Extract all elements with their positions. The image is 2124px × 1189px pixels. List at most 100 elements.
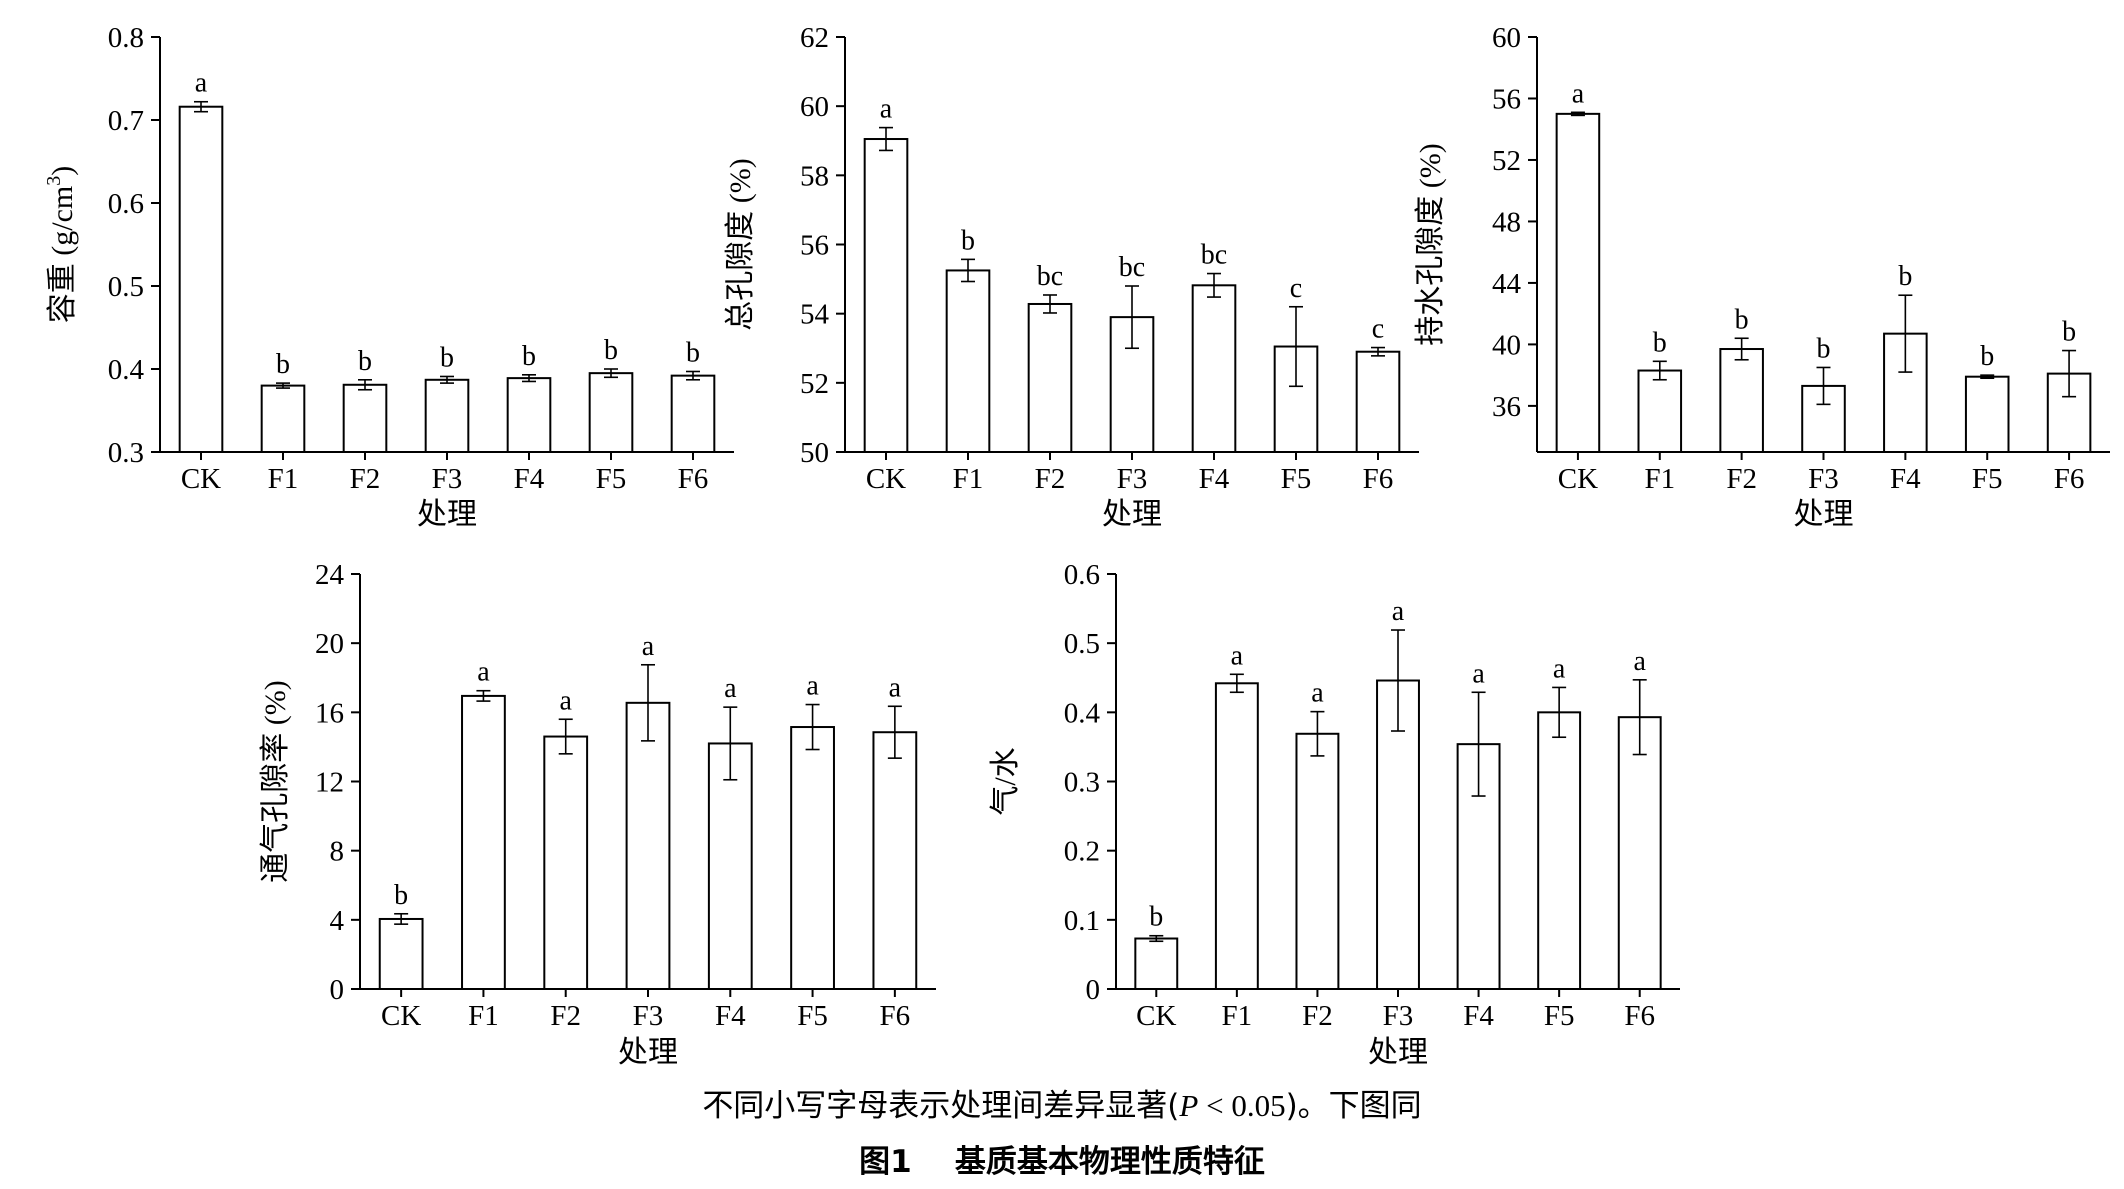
y-tick-label: 0.4 [1064,697,1101,729]
figure-caption: 图1 基质基本物理性质特征 [859,1144,1265,1180]
y-tick-label: 52 [800,368,829,400]
x-tick-label-F1: F1 [1222,1000,1253,1032]
y-axis-title: 通气孔隙率 (%) [259,680,292,882]
y-axis-title-text: 持水孔隙度 (%) [1414,143,1447,345]
significance-letter-F6: b [686,337,700,368]
x-tick-label-F4: F4 [1463,1000,1494,1032]
y-tick-label: 50 [800,437,829,469]
bar-F1 [1637,369,1683,454]
x-tick-label-F4: F4 [1890,463,1921,495]
bar-F6 [1617,716,1662,990]
bar-F3 [625,701,671,991]
x-tick-label-F2: F2 [550,1000,581,1032]
y-tick-label: 0 [1086,974,1101,1006]
y-tick-label: 56 [1492,83,1521,115]
x-tick-label-F3: F3 [633,1000,664,1032]
significance-letter-F4: b [1898,261,1912,292]
bar-F1 [1214,682,1259,990]
note-p-value: < 0.05 [1198,1088,1286,1123]
y-tick-label: 0.7 [108,105,144,137]
x-tick-label-F5: F5 [1972,463,2003,495]
significance-letter-F2: a [559,685,572,716]
y-axis-title-superscript: 3 [43,176,65,186]
bar-F2 [543,735,589,991]
significance-letter-F4: bc [1201,240,1227,271]
x-tick-label-F6: F6 [2054,463,2085,495]
bar-F5 [1537,711,1582,990]
x-tick-label-F5: F5 [1544,1000,1575,1032]
y-tick-label: 0 [330,974,345,1006]
y-tick-label: 0.5 [1064,628,1100,660]
x-axis-title: 处理 [1794,498,1854,531]
x-tick-label-CK: CK [1558,463,1598,495]
x-tick-label-F1: F1 [1644,463,1675,495]
y-tick-label: 0.4 [108,354,145,386]
bar-F1 [945,269,991,453]
y-axis-title-text: 气/水 [989,747,1022,815]
y-axis-title-text: 容重 (g/cm [46,186,79,323]
significance-letter-CK: b [394,880,408,911]
significance-letter-F3: a [1392,596,1405,627]
significance-letter-F3: a [642,631,655,662]
bar-F3 [1376,679,1420,990]
bar-CK [863,138,909,453]
bar-F2 [342,383,388,453]
x-tick-label-F2: F2 [350,463,381,495]
x-tick-label-F3: F3 [432,463,463,495]
x-tick-label-F3: F3 [1383,1000,1414,1032]
significance-letter-CK: b [1149,902,1163,933]
x-tick-label-F3: F3 [1808,463,1839,495]
y-tick-label: 12 [315,767,344,799]
x-tick-label-F4: F4 [715,1000,746,1032]
y-tick-label: 58 [800,160,829,192]
significance-letter-F2: b [1735,304,1749,335]
chart-panel-2: 50 52 54 56 58 60 62 a CK b F1 bc F2 bc F3 bc F4 c F5 c F6 处理… [724,22,1419,531]
bar-F5 [790,726,835,990]
bar-F6 [1355,350,1401,454]
x-axis-title: 处理 [1102,498,1162,531]
note-p-symbol: P [1179,1088,1199,1123]
y-tick-label: 0.2 [1064,836,1100,868]
significance-letter-F1: a [477,657,490,688]
figure-note: 不同小写字母表示处理间差异显著(P < 0.05)。下图同 [0,1080,2124,1125]
y-tick-label: 54 [800,299,830,331]
significance-letter-F4: b [522,341,536,372]
x-axis-title: 处理 [618,1036,678,1069]
y-tick-label: 56 [800,230,829,262]
significance-letter-F5: a [1553,653,1566,684]
x-axis-title: 处理 [1368,1036,1428,1069]
y-tick-label: 60 [800,91,829,123]
bar-F4 [1191,284,1237,453]
significance-letter-F1: b [961,225,975,256]
x-tick-label-F2: F2 [1302,1000,1333,1032]
significance-letter-F6: a [1633,646,1646,677]
y-tick-label: 4 [330,905,345,937]
x-tick-label-CK: CK [381,1000,421,1032]
y-axis-title: 总孔隙度 (%) [724,158,757,330]
significance-letter-F3: b [1817,333,1831,364]
significance-letter-CK: a [880,94,893,125]
y-tick-label: 36 [1492,391,1521,423]
significance-letter-F4: a [1472,658,1485,689]
note-text-after: )。下图同 [1285,1088,1422,1124]
bar-F1 [461,694,506,990]
y-tick-label: 0.5 [108,271,144,303]
x-tick-label-F5: F5 [1281,463,1312,495]
bar-F2 [1719,348,1764,454]
x-tick-label-F3: F3 [1117,463,1148,495]
bar-F1 [260,384,306,454]
bar-F3 [424,378,470,454]
x-tick-label-F5: F5 [797,1000,828,1032]
x-tick-label-CK: CK [866,463,906,495]
y-axis-title: 容重 (g/cm3) [43,166,79,323]
bar-F4 [506,377,552,454]
x-tick-label-F2: F2 [1726,463,1757,495]
significance-letter-F4: a [724,673,737,704]
x-tick-label-F1: F1 [953,463,984,495]
bar-CK [1555,112,1601,454]
significance-letter-F1: b [276,349,290,380]
y-tick-label: 0.8 [108,22,144,54]
bar-F2 [1027,302,1073,453]
bar-F6 [670,374,716,454]
significance-letter-F2: bc [1037,261,1063,292]
